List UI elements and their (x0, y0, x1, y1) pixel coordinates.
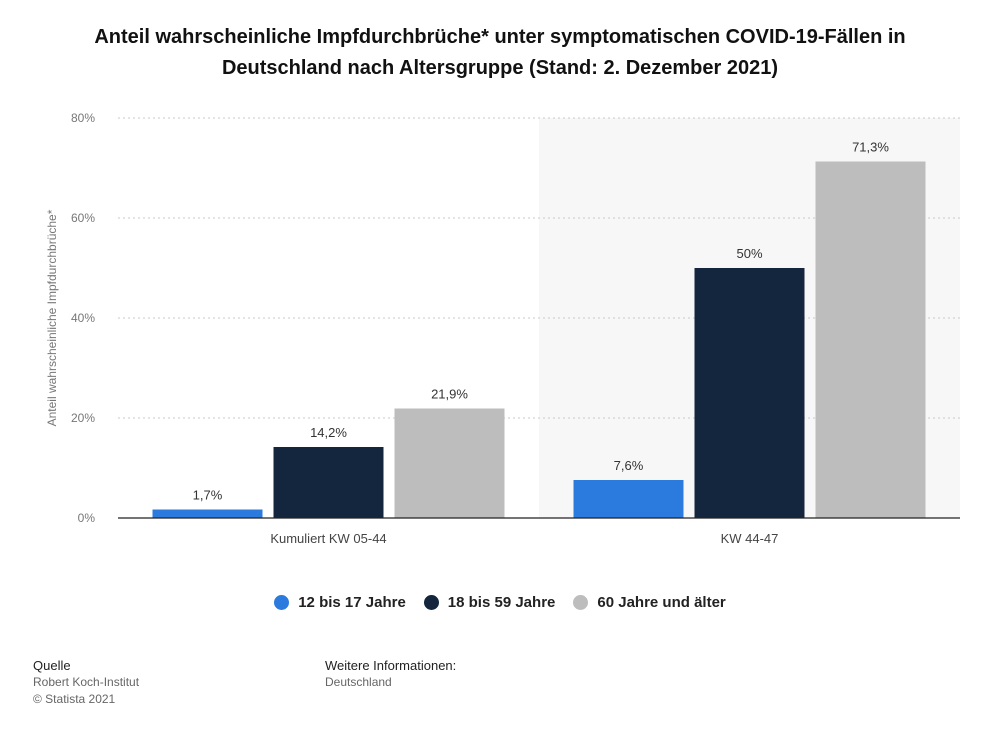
data-label: 50% (736, 246, 762, 261)
data-label: 71,3% (852, 140, 889, 155)
copyright-text: © Statista 2021 (33, 692, 116, 706)
chart-title: Anteil wahrscheinliche Impfdurchbrüche* … (40, 22, 960, 84)
legend-item-18-59[interactable]: 18 bis 59 Jahre (423, 594, 556, 611)
y-tick-label: 0% (78, 511, 96, 525)
legend-label-12-17: 12 bis 17 Jahre (298, 594, 406, 611)
data-label: 1,7% (193, 488, 223, 503)
bar-1-2[interactable] (815, 161, 926, 519)
legend-label-18-59: 18 bis 59 Jahre (447, 594, 556, 611)
y-tick-label: 80% (71, 111, 95, 125)
x-tick-label: KW 44-47 (721, 531, 779, 546)
data-label: 14,2% (310, 425, 347, 440)
data-label: 21,9% (431, 387, 468, 402)
info-heading: Weitere Informationen: (325, 658, 457, 673)
legend-marker-12-17 (274, 595, 290, 610)
bar-0-1[interactable] (273, 447, 384, 518)
y-axis-title: Anteil wahrscheinliche Impfdurchbrüche* (45, 209, 59, 426)
chart-title-line-1: Anteil wahrscheinliche Impfdurchbrüche* … (94, 26, 906, 48)
bar-1-1[interactable] (694, 268, 805, 518)
info-region: Deutschland (325, 675, 392, 689)
legend-label-60-plus: 60 Jahre und älter (597, 594, 726, 611)
source-heading: Quelle (33, 658, 71, 673)
y-tick-label: 60% (71, 211, 95, 225)
bar-chart: 0% 20% 40% 60% 80% Anteil wahrscheinliche Imp… (45, 111, 960, 546)
y-tick-label: 20% (71, 411, 95, 425)
bar-1-0[interactable] (573, 480, 684, 518)
data-label: 7,6% (614, 458, 644, 473)
bar-0-0[interactable] (152, 509, 263, 519)
legend-item-12-17[interactable]: 12 bis 17 Jahre (274, 594, 406, 611)
chart-title-line-2: Deutschland nach Altersgruppe (Stand: 2.… (221, 57, 779, 79)
chart-legend: 12 bis 17 Jahre 18 bis 59 Jahre 60 Jahre… (0, 594, 1000, 611)
y-tick-label: 40% (71, 311, 95, 325)
legend-marker-60-plus (573, 595, 589, 610)
x-tick-label: Kumuliert KW 05-44 (270, 531, 386, 546)
info-block: Weitere Informationen: Deutschland (325, 657, 456, 691)
source-block: Quelle Robert Koch-Institut © Statista 2… (33, 657, 139, 708)
legend-item-60-plus[interactable]: 60 Jahre und älter (573, 594, 726, 611)
legend-marker-18-59 (423, 595, 439, 610)
source-name[interactable]: Robert Koch-Institut (33, 675, 140, 689)
bar-0-2[interactable] (394, 408, 505, 519)
